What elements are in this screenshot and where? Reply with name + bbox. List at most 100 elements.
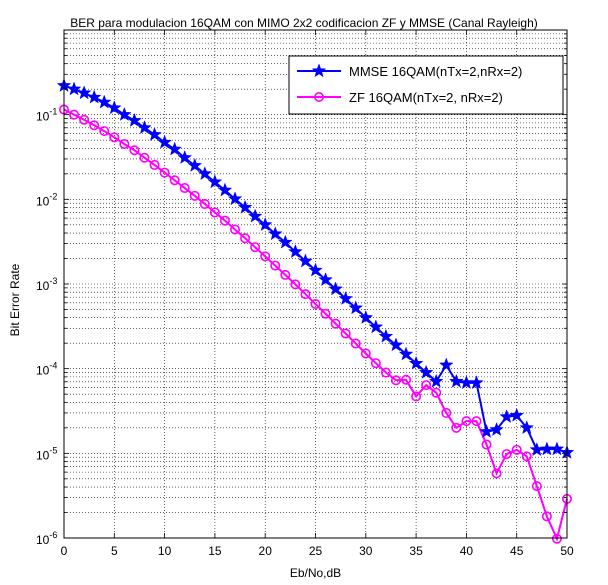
y-tick-exponent: -5	[49, 445, 57, 455]
y-tick-exponent: -1	[49, 107, 57, 117]
x-axis-label: Eb/No,dB	[289, 566, 342, 580]
data-point	[217, 182, 233, 197]
data-point	[428, 373, 444, 388]
data-point	[209, 207, 220, 218]
data-point	[177, 150, 193, 164]
data-point	[230, 224, 241, 235]
y-tick-label: 10-2	[36, 191, 57, 208]
data-point	[388, 337, 404, 352]
data-point	[328, 281, 343, 296]
data-point	[288, 244, 303, 259]
data-point	[79, 114, 90, 125]
x-tick-label: 35	[409, 544, 423, 558]
data-point	[541, 511, 552, 522]
legend-star-icon	[311, 63, 327, 78]
y-tick-label: 10-4	[36, 361, 57, 378]
data-point	[469, 375, 484, 390]
data-point	[167, 141, 183, 156]
data-point	[340, 328, 351, 339]
data-point	[76, 85, 92, 100]
data-point	[127, 112, 142, 127]
data-point	[99, 126, 110, 137]
y-tick-label: 10-1	[36, 107, 57, 124]
data-point	[300, 289, 311, 300]
data-point	[260, 251, 271, 262]
data-point	[421, 380, 432, 391]
y-tick-base: 10	[36, 533, 50, 547]
data-point	[96, 94, 112, 109]
data-point	[521, 451, 532, 462]
data-point	[280, 269, 291, 280]
data-point	[237, 199, 253, 214]
data-point	[378, 328, 394, 343]
data-point	[106, 100, 122, 115]
data-point	[448, 373, 464, 388]
data-point	[549, 441, 565, 456]
x-tick-label: 5	[111, 544, 118, 558]
x-tick-label: 50	[560, 544, 574, 558]
data-point	[169, 175, 180, 186]
data-point	[380, 367, 391, 378]
x-tick-label: 20	[259, 544, 273, 558]
x-tick-label: 40	[460, 544, 474, 558]
data-point	[89, 120, 100, 131]
y-tick-exponent: -6	[49, 530, 57, 540]
data-point	[451, 422, 462, 433]
y-tick-exponent: -3	[49, 276, 57, 286]
legend-label: MMSE 16QAM(nTx=2,nRx=2)	[349, 64, 522, 79]
data-point	[360, 348, 371, 359]
data-point	[179, 183, 190, 194]
series-layer	[56, 77, 575, 544]
y-tick-base: 10	[36, 279, 50, 293]
x-tick-label: 30	[359, 544, 373, 558]
y-tick-base: 10	[36, 110, 50, 124]
data-point	[69, 109, 80, 120]
data-point	[509, 407, 525, 422]
data-point	[298, 253, 313, 268]
data-point	[207, 174, 223, 189]
data-point	[267, 226, 283, 241]
data-point	[370, 358, 381, 369]
data-point	[418, 364, 434, 379]
data-point	[411, 391, 422, 402]
data-point	[310, 299, 321, 310]
y-tick-base: 10	[36, 448, 50, 462]
grid	[64, 30, 567, 538]
y-tick-exponent: -4	[49, 361, 57, 371]
data-point	[219, 215, 230, 226]
data-point	[330, 318, 341, 329]
y-tick-label: 10-3	[36, 276, 57, 293]
y-tick-label: 10-6	[36, 530, 57, 547]
data-point	[247, 208, 263, 223]
data-point	[431, 387, 442, 398]
x-tick-label: 15	[208, 544, 222, 558]
data-point	[531, 481, 542, 492]
x-tick-label: 45	[510, 544, 524, 558]
data-point	[290, 279, 301, 290]
y-tick-label: 10-5	[36, 445, 57, 462]
data-point	[318, 272, 333, 287]
data-point	[109, 132, 120, 143]
ticks: 0 5 10 15 20 25 30 35 40 45 5010-610-510-410-310-2…	[36, 30, 574, 558]
data-point	[187, 157, 203, 172]
data-point	[129, 145, 140, 156]
data-point	[197, 166, 213, 181]
data-point	[139, 152, 150, 163]
legend-label: ZF 16QAM(nTx=2, nRx=2)	[349, 90, 503, 105]
x-tick-label: 0	[61, 544, 68, 558]
y-tick-exponent: -2	[49, 191, 57, 201]
data-point	[308, 262, 323, 277]
data-point	[551, 533, 562, 544]
data-point	[479, 423, 494, 438]
data-point	[519, 420, 535, 435]
data-point	[348, 300, 364, 315]
data-point	[137, 120, 152, 135]
legend-box	[288, 55, 564, 115]
data-point	[401, 374, 412, 385]
data-point	[250, 242, 261, 253]
data-point	[511, 444, 522, 455]
chart-title: BER para modulacion 16QAM con MIMO 2x2 c…	[70, 16, 538, 30]
data-point	[270, 260, 281, 271]
data-point	[481, 439, 492, 450]
data-point	[358, 309, 374, 324]
